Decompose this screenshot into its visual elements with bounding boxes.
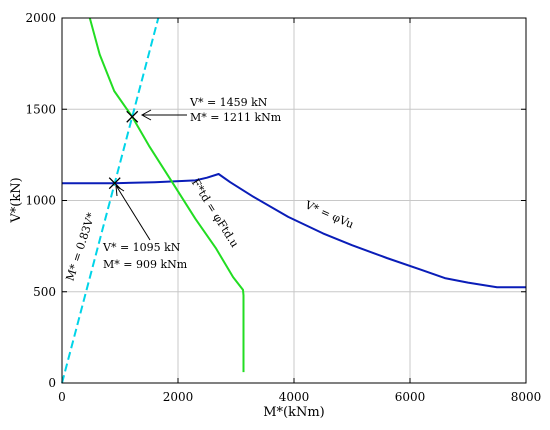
series-line-1 xyxy=(88,17,245,373)
y-tick-label: 2000 xyxy=(25,11,56,25)
arrow-lower xyxy=(115,185,151,241)
series-line-2 xyxy=(61,17,160,384)
markers xyxy=(108,110,139,190)
ticks: 0 2000 4000 6000 8000 0 500 1000 1500 2000 xyxy=(25,11,541,404)
annotation-lower-line2: M* = 909 kNm xyxy=(103,258,188,271)
x-tick-label: 4000 xyxy=(279,390,310,404)
arrow-upper xyxy=(140,109,187,121)
y-axis-label: V*(kN) xyxy=(9,177,24,223)
annotation-upper-line1: V* = 1459 kN xyxy=(189,96,268,109)
x-axis-label: M*(kNm) xyxy=(263,405,325,420)
x-tick-label: 6000 xyxy=(395,390,426,404)
blue-line-label: V* = φVu xyxy=(302,198,355,231)
grid xyxy=(62,18,526,383)
x-tick-label: 2000 xyxy=(163,390,194,404)
y-tick-label: 500 xyxy=(33,285,56,299)
series-line-0 xyxy=(62,173,526,289)
series-layer xyxy=(61,17,526,384)
annotation-lower-line1: V* = 1095 kN xyxy=(102,241,181,254)
cyan-line-label: M* = 0.83V* xyxy=(64,211,98,283)
intersection-marker xyxy=(126,110,139,123)
y-tick-label: 1500 xyxy=(25,102,56,116)
x-tick-label: 0 xyxy=(58,390,66,404)
y-tick-label: 0 xyxy=(48,376,56,390)
annotation-upper-line2: M* = 1211 kNm xyxy=(190,111,282,124)
x-tick-label: 8000 xyxy=(511,390,542,404)
y-tick-label: 1000 xyxy=(25,194,56,208)
green-line-label: F*td = φFtd.u xyxy=(189,177,241,250)
intersection-marker xyxy=(108,177,121,190)
